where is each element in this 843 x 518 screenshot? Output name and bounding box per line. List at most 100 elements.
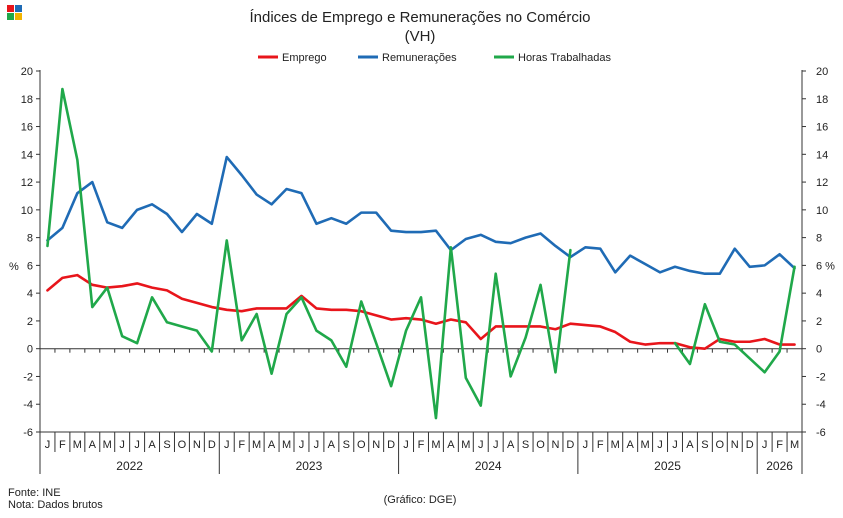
x-month-label: F [597,439,604,451]
x-month-label: S [701,439,708,451]
x-month-label: J [478,439,484,451]
y-tick-label-right: 12 [816,177,828,189]
y-tick-label-left: 10 [21,205,33,217]
y-tick-label-left: 20 [21,66,33,78]
x-month-label: F [418,439,425,451]
y-tick-label-left: 2 [27,316,33,328]
x-month-label: D [566,439,574,451]
x-month-label: N [551,439,559,451]
y-tick-label-right: 20 [816,66,828,78]
x-year-label: 2024 [475,459,502,473]
x-month-label: J [45,439,51,451]
y-tick-label-left: -2 [23,371,33,383]
x-month-label: J [762,439,768,451]
legend: Emprego Remunerações Horas Trabalhadas [258,52,611,64]
x-month-label: N [731,439,739,451]
series-line-emprego [46,273,796,350]
x-year-label: 2022 [116,459,143,473]
x-month-label: M [103,439,112,451]
x-month-label: J [224,439,230,451]
y-tick-label-right: -6 [816,427,826,439]
legend-label-remuneracoes: Remunerações [382,52,457,64]
y-tick-label-right: 0 [816,344,822,356]
y-tick-label-left: 6 [27,260,33,272]
logo-icon [7,5,22,20]
x-month-label: O [716,439,725,451]
credit-text: (Gráfico: DGE) [384,494,457,506]
x-month-label: F [59,439,66,451]
x-month-label: J [134,439,140,451]
series-line-horas-trabalhadas [46,87,796,420]
note-text: Nota: Dados brutos [8,499,103,511]
x-month-label: A [627,439,635,451]
x-month-label: M [461,439,470,451]
y-tick-label-right: 14 [816,149,828,161]
x-month-label: A [447,439,455,451]
y-tick-label-left: -4 [23,399,33,411]
zero-axis [39,348,803,353]
y-tick-label-left: 14 [21,149,33,161]
y-tick-label-right: 6 % [816,260,835,272]
y-tick-label-left: -6 [23,427,33,439]
chart-title: Índices de Emprego e Remunerações no Com… [249,9,590,26]
x-month-label: O [357,439,366,451]
x-year-label: 2025 [654,459,681,473]
x-month-label: S [522,439,529,451]
y-tick-label-left: 16 [21,122,33,134]
x-month-label: J [314,439,320,451]
y-tick-label-left: 4 [27,288,33,300]
x-month-label: J [403,439,409,451]
x-month-label: A [89,439,97,451]
x-month-label: J [657,439,663,451]
x-month-label: D [387,439,395,451]
x-month-label: J [299,439,305,451]
x-month-label: D [746,439,754,451]
x-month-label: J [583,439,589,451]
x-month-label: S [343,439,350,451]
x-month-label: D [208,439,216,451]
x-month-label: M [282,439,291,451]
x-month-label: A [148,439,156,451]
y-tick-label-right: 10 [816,205,828,217]
y-tick-label-right: 2 [816,316,822,328]
x-year-label: 2026 [766,459,793,473]
y-tick-label-right: 4 [816,288,822,300]
x-month-label: A [328,439,336,451]
series-line-remunera-es [46,155,796,276]
y-tick-label-left: 12 [21,177,33,189]
x-month-label: N [193,439,201,451]
x-month-label: M [252,439,261,451]
y-tick-label-left: 8 [27,233,33,245]
y-axis-unit-left: % [9,261,19,273]
y-tick-label-right: -4 [816,399,826,411]
x-month-label: A [686,439,694,451]
x-month-label: A [268,439,276,451]
x-month-label: M [611,439,620,451]
x-month-label: O [178,439,187,451]
x-month-label: M [641,439,650,451]
legend-label-emprego: Emprego [282,52,327,64]
x-month-label: N [372,439,380,451]
x-month-label: J [672,439,678,451]
x-month-label: F [238,439,245,451]
x-month-label: M [431,439,440,451]
x-month-label: A [507,439,515,451]
chart-subtitle: (VH) [405,28,436,45]
x-month-label: F [776,439,783,451]
y-tick-label-right: 8 [816,233,822,245]
x-month-label: M [73,439,82,451]
series-group [46,87,796,420]
legend-label-horas: Horas Trabalhadas [518,52,611,64]
x-month-label: O [536,439,545,451]
y-tick-label-right: 18 [816,94,828,106]
y-tick-label-right: -2 [816,371,826,383]
x-month-label: J [119,439,125,451]
y-tick-label-left: 18 [21,94,33,106]
source-text: Fonte: INE [8,487,61,499]
x-month-label: J [493,439,499,451]
x-month-label: S [163,439,170,451]
